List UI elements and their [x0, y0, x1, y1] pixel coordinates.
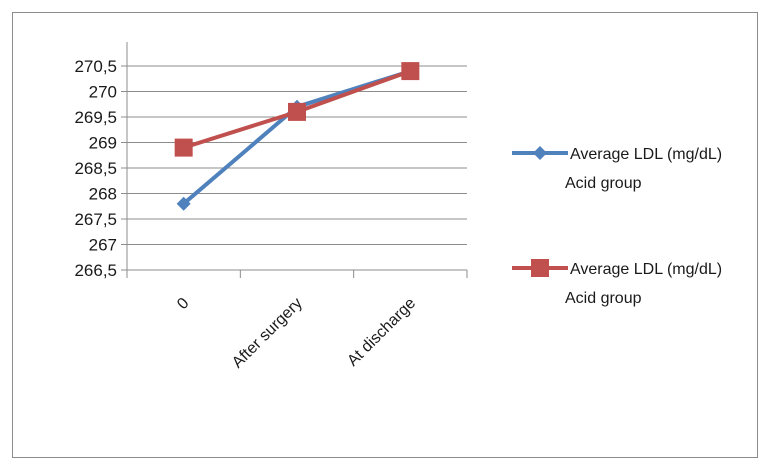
series-lines: [175, 62, 420, 211]
gridlines: [127, 66, 467, 270]
legend: Average LDL (mg/dL)Acid group Average LDL…: [512, 146, 722, 307]
legend-swatch-marker-1: [533, 146, 547, 160]
series-2-point: [401, 62, 419, 80]
y-tick-label: 270: [89, 83, 117, 102]
y-tick-label: 266,5: [74, 261, 117, 280]
y-tick-label: 267,5: [74, 210, 117, 229]
y-tick-label: 268,5: [74, 159, 117, 178]
legend-swatch-marker-2: [531, 259, 549, 277]
x-category-label: After surgery: [229, 295, 306, 372]
series-2-point: [175, 139, 193, 157]
x-axis-category-labels: 0 After surgery At discharge: [174, 295, 419, 372]
legend-label-1: Average LDL (mg/dL)Acid group: [565, 146, 722, 192]
x-category-label: At discharge: [344, 295, 419, 370]
x-category-label: 0: [174, 295, 192, 313]
y-axis-tick-labels: 266,5 267 267,5 268 268,5 269 269,5 270 270,5: [74, 57, 117, 280]
y-tick-label: 270,5: [74, 57, 117, 76]
series-2-point: [288, 103, 306, 121]
y-tick-label: 269: [89, 134, 117, 153]
y-tick-label: 269,5: [74, 108, 117, 127]
y-tick-label: 268: [89, 185, 117, 204]
legend-label-2: Average LDL (mg/dL)Acid group: [565, 261, 722, 307]
y-tick-label: 267: [89, 236, 117, 255]
